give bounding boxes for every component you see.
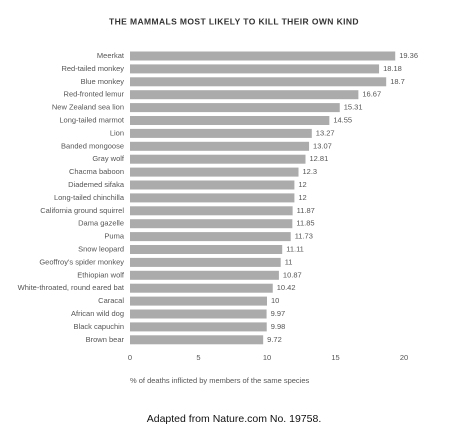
value-label: 9.72	[267, 335, 282, 344]
bar	[130, 296, 267, 306]
y-tick-label: Brown bear	[86, 335, 125, 344]
bar	[130, 51, 396, 61]
bar	[130, 103, 340, 113]
value-label: 11.87	[297, 206, 315, 215]
value-label: 18.7	[390, 77, 405, 86]
y-tick-label: Snow leopard	[78, 244, 124, 253]
value-label: 12	[298, 180, 306, 189]
value-label: 9.98	[271, 322, 286, 331]
x-tick-label: 5	[196, 353, 200, 362]
y-tick-label: New Zealand sea lion	[52, 103, 124, 112]
bar	[130, 206, 293, 216]
value-label: 18.18	[383, 64, 402, 73]
value-label: 11.11	[286, 244, 304, 253]
value-label: 19.36	[399, 51, 418, 60]
bar	[130, 257, 281, 267]
bar	[130, 154, 306, 164]
bar	[130, 270, 279, 280]
y-tick-label: Banded mongoose	[61, 141, 124, 150]
value-label: 12	[298, 193, 306, 202]
bar	[130, 180, 295, 190]
y-tick-label: Caracal	[98, 296, 124, 305]
y-tick-label: Long-tailed chinchilla	[54, 193, 125, 202]
bar	[130, 219, 293, 229]
bar	[130, 77, 387, 87]
value-label: 13.27	[316, 128, 335, 137]
y-tick-label: White-throated, round eared bat	[18, 283, 125, 292]
y-tick-label: Meerkat	[97, 51, 125, 60]
bar	[130, 90, 359, 100]
chart-title: THE MAMMALS MOST LIKELY TO KILL THEIR OW…	[109, 16, 359, 26]
y-tick-label: Lion	[110, 128, 124, 137]
source: Adapted from Nature.com No. 19758.	[147, 413, 322, 425]
y-tick-label: Chacma baboon	[69, 167, 124, 176]
y-tick-label: Black capuchin	[74, 322, 124, 331]
value-label: 10.42	[277, 283, 296, 292]
y-tick-label: Geoffroy's spider monkey	[39, 257, 124, 266]
value-label: 15.31	[344, 103, 363, 112]
y-tick-label: Gray wolf	[92, 154, 125, 163]
y-tick-label: Ethiopian wolf	[77, 270, 125, 279]
y-tick-label: Red-tailed monkey	[61, 64, 124, 73]
y-tick-label: Blue monkey	[81, 77, 125, 86]
value-label: 10.87	[283, 270, 302, 279]
x-tick-label: 15	[331, 353, 339, 362]
bar	[130, 167, 299, 177]
value-label: 11	[285, 257, 293, 266]
value-label: 10	[271, 296, 279, 305]
bar	[130, 116, 330, 125]
value-label: 11.73	[295, 232, 313, 241]
x-tick-label: 10	[263, 353, 271, 362]
bar	[130, 309, 267, 319]
bar	[130, 322, 267, 332]
y-tick-label: Red-fronted lemur	[64, 90, 125, 99]
bar	[130, 335, 264, 345]
y-tick-label: Dama gazelle	[78, 219, 124, 228]
bar	[130, 232, 291, 242]
value-label: 16.67	[362, 90, 381, 99]
value-label: 12.3	[303, 167, 318, 176]
x-tick-label: 20	[400, 353, 408, 362]
value-label: 13.07	[313, 141, 332, 150]
bar	[130, 141, 310, 151]
value-label: 9.97	[271, 309, 286, 318]
y-tick-label: African wild dog	[71, 309, 124, 318]
y-tick-label: Long-tailed marmot	[59, 115, 125, 124]
bar	[130, 245, 283, 254]
y-tick-label: Puma	[104, 232, 124, 241]
x-tick-label: 0	[128, 353, 132, 362]
bar	[130, 128, 312, 138]
value-label: 12.81	[309, 154, 328, 163]
bar	[130, 283, 273, 293]
bar	[130, 193, 295, 203]
bar	[130, 64, 380, 74]
y-tick-label: Diademed sifaka	[68, 180, 125, 189]
x-axis-label: % of deaths inflicted by members of the …	[130, 376, 310, 385]
value-label: 11.85	[296, 219, 314, 228]
value-label: 14.55	[333, 115, 352, 124]
y-tick-label: California ground squirrel	[40, 206, 124, 215]
